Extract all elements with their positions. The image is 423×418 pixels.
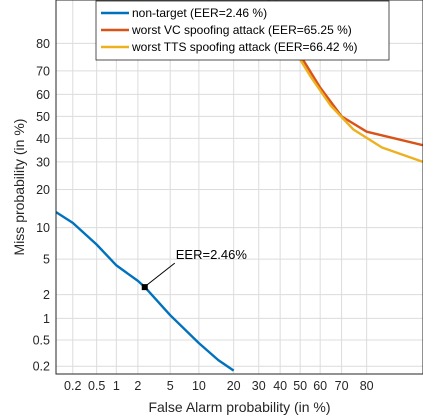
x-tick-label: 60 bbox=[313, 379, 327, 393]
y-tick-label: 2 bbox=[43, 288, 50, 302]
eer-annotation-label: EER=2.46% bbox=[176, 247, 248, 262]
y-tick-label: 80 bbox=[36, 37, 50, 51]
y-tick-label: 60 bbox=[36, 88, 50, 102]
x-axis-label: False Alarm probability (in %) bbox=[148, 399, 330, 415]
y-tick-label: 0.5 bbox=[33, 333, 50, 347]
legend-entry: worst TTS spoofing attack (EER=66.42 %) bbox=[131, 40, 358, 54]
y-tick-label: 30 bbox=[36, 155, 50, 169]
x-tick-label: 30 bbox=[252, 379, 266, 393]
legend-box bbox=[95, 0, 390, 61]
y-tick-label: 10 bbox=[36, 221, 50, 235]
series-line-0 bbox=[56, 211, 235, 372]
tick-labels: 0.2 0.5 1 2 5 10 20 30 40 50 60 70 800.20.5125102030… bbox=[33, 37, 374, 393]
y-tick-label: 70 bbox=[36, 64, 50, 78]
x-tick-label: 10 bbox=[192, 379, 206, 393]
x-tick-label: 0.2 bbox=[64, 379, 81, 393]
x-tick-label: 2 bbox=[134, 379, 141, 393]
x-tick-label: 5 bbox=[167, 379, 174, 393]
x-tick-label: 40 bbox=[273, 379, 287, 393]
y-tick-label: 20 bbox=[36, 183, 50, 197]
annotations: EER=2.46% bbox=[141, 247, 248, 291]
x-tick-label: 80 bbox=[360, 379, 374, 393]
y-tick-label: 5 bbox=[43, 253, 50, 267]
y-tick-label: 50 bbox=[36, 110, 50, 124]
legend-entry: non-target (EER=2.46 %) bbox=[132, 6, 267, 20]
y-tick-label: 40 bbox=[36, 132, 50, 146]
x-tick-label: 1 bbox=[113, 379, 120, 393]
x-tick-label: 20 bbox=[227, 379, 241, 393]
axes-box bbox=[55, 0, 423, 375]
x-tick-label: 0.5 bbox=[88, 379, 105, 393]
eer-annotation-line bbox=[146, 262, 176, 286]
x-tick-label: 50 bbox=[293, 379, 307, 393]
legend-entry: worst VC spoofing attack (EER=65.25 %) bbox=[131, 23, 352, 37]
eer-point bbox=[141, 284, 148, 291]
y-tick-label: 1 bbox=[43, 312, 50, 326]
y-axis-label: Miss probability (in %) bbox=[11, 119, 27, 256]
grid bbox=[56, 0, 423, 374]
y-tick-label: 0.2 bbox=[33, 360, 50, 374]
legend: non-target (EER=2.46 %) worst VC spoofing… bbox=[95, 0, 390, 61]
x-tick-label: 70 bbox=[335, 379, 349, 393]
